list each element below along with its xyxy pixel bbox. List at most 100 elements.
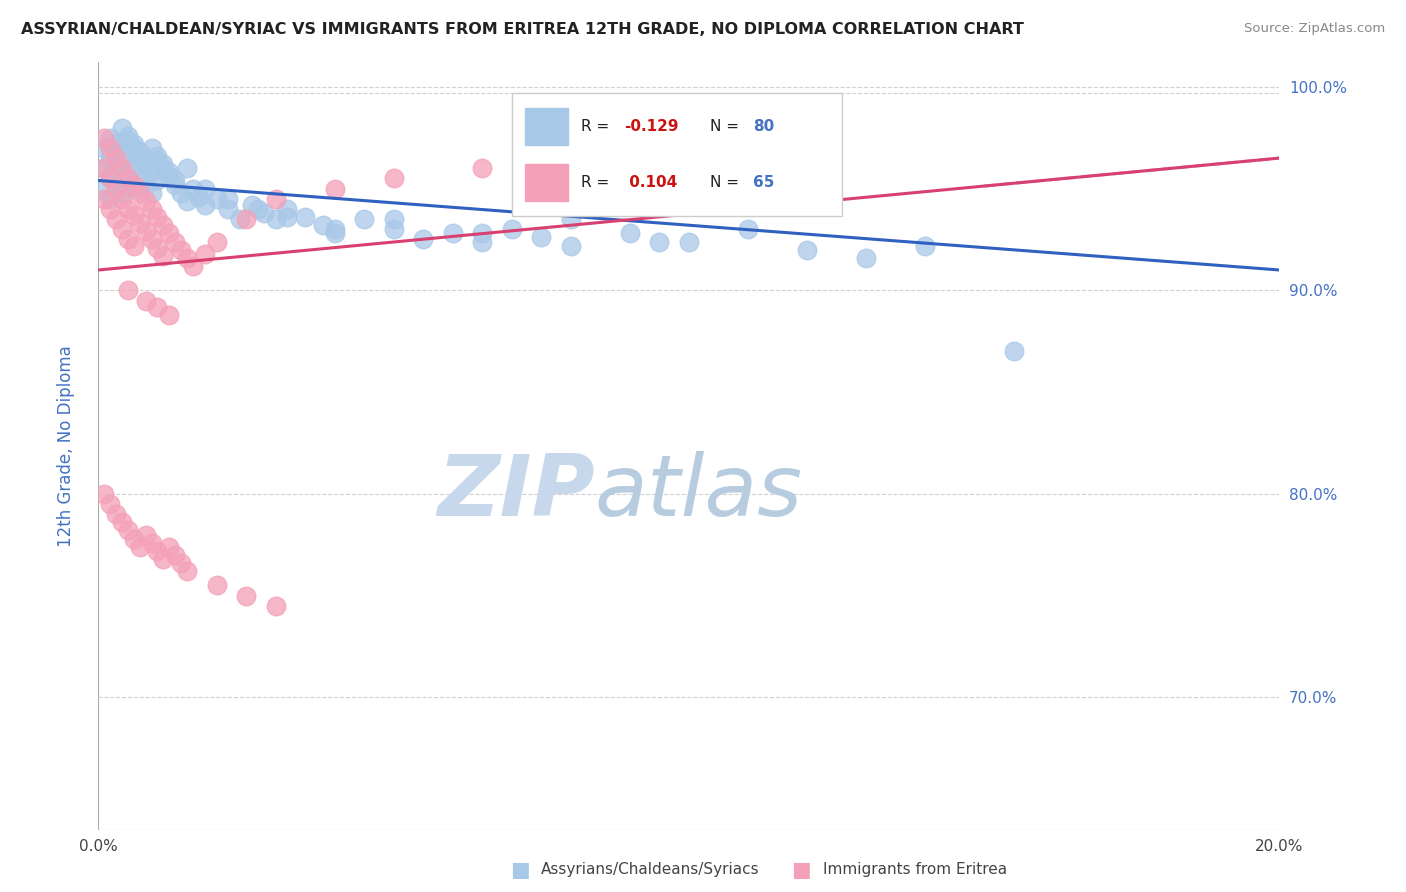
Point: [501, 222, 523, 236]
Point: [170, 186, 193, 200]
Point: [165, 178, 187, 192]
Point: [170, 243, 193, 257]
Point: [152, 249, 174, 263]
Point: [93, 181, 115, 195]
Point: [105, 212, 128, 227]
Point: [105, 507, 128, 521]
Point: [217, 202, 239, 216]
Point: [176, 161, 198, 176]
Point: [176, 194, 198, 208]
Point: [98, 171, 121, 186]
Point: [530, 230, 553, 244]
Point: [152, 218, 174, 232]
Point: [117, 202, 139, 216]
Point: [152, 161, 174, 176]
Point: [560, 212, 582, 227]
Point: [111, 186, 134, 200]
Point: [181, 181, 204, 195]
Point: [235, 212, 257, 227]
Point: [152, 552, 174, 566]
Point: [181, 259, 204, 273]
Point: [111, 161, 134, 176]
Point: [678, 151, 700, 165]
Point: [111, 145, 134, 159]
Point: [323, 181, 346, 195]
Point: [105, 178, 128, 192]
Point: [312, 218, 335, 232]
Point: [98, 151, 121, 165]
Point: [855, 251, 877, 265]
Point: [157, 227, 180, 241]
Point: [471, 235, 494, 249]
Point: [146, 173, 169, 187]
Point: [146, 543, 169, 558]
Point: [98, 141, 121, 155]
Point: [98, 171, 121, 186]
Point: [122, 181, 145, 195]
Point: [276, 202, 298, 216]
Point: [264, 192, 287, 206]
Point: [157, 169, 180, 184]
Point: [128, 186, 150, 200]
Point: [146, 153, 169, 167]
Point: [323, 227, 346, 241]
Point: [117, 133, 139, 147]
Point: [1002, 344, 1025, 359]
Point: [146, 241, 169, 255]
Point: [264, 599, 287, 613]
Point: [128, 169, 150, 184]
Text: atlas: atlas: [595, 450, 803, 533]
Point: [111, 120, 134, 135]
Point: [246, 202, 269, 216]
Point: [141, 232, 163, 246]
Point: [98, 202, 121, 216]
Point: [141, 165, 163, 179]
Point: [205, 235, 228, 249]
Point: [194, 246, 217, 260]
Point: [141, 202, 163, 216]
Point: [170, 556, 193, 570]
Point: [141, 535, 163, 549]
Point: [117, 171, 139, 186]
Point: [117, 283, 139, 297]
Text: ASSYRIAN/CHALDEAN/SYRIAC VS IMMIGRANTS FROM ERITREA 12TH GRADE, NO DIPLOMA CORRE: ASSYRIAN/CHALDEAN/SYRIAC VS IMMIGRANTS F…: [21, 22, 1024, 37]
Point: [217, 192, 239, 206]
Point: [382, 171, 405, 186]
Point: [619, 227, 641, 241]
Text: ZIP: ZIP: [437, 450, 595, 533]
Point: [135, 293, 157, 308]
Point: [240, 198, 263, 212]
Point: [111, 192, 134, 206]
Point: [264, 212, 287, 227]
Point: [98, 497, 121, 511]
Point: [146, 300, 169, 314]
Point: [165, 235, 187, 249]
Point: [105, 136, 128, 151]
Point: [98, 130, 121, 145]
Point: [111, 516, 134, 530]
Point: [135, 224, 157, 238]
Point: [205, 192, 228, 206]
Point: [914, 238, 936, 252]
Point: [105, 181, 128, 195]
Point: [93, 161, 115, 176]
Point: [253, 206, 276, 220]
Point: [157, 308, 180, 322]
Point: [146, 210, 169, 224]
Point: [382, 212, 405, 227]
Point: [117, 128, 139, 143]
Point: [157, 540, 180, 554]
Point: [93, 141, 115, 155]
Point: [471, 161, 494, 176]
Text: Source: ZipAtlas.com: Source: ZipAtlas.com: [1244, 22, 1385, 36]
Point: [135, 178, 157, 192]
Point: [382, 222, 405, 236]
Point: [141, 141, 163, 155]
Point: [117, 524, 139, 538]
Point: [93, 161, 115, 176]
Text: ■: ■: [792, 860, 811, 880]
Point: [105, 157, 128, 171]
Point: [796, 243, 818, 257]
Point: [194, 198, 217, 212]
Point: [157, 165, 180, 179]
